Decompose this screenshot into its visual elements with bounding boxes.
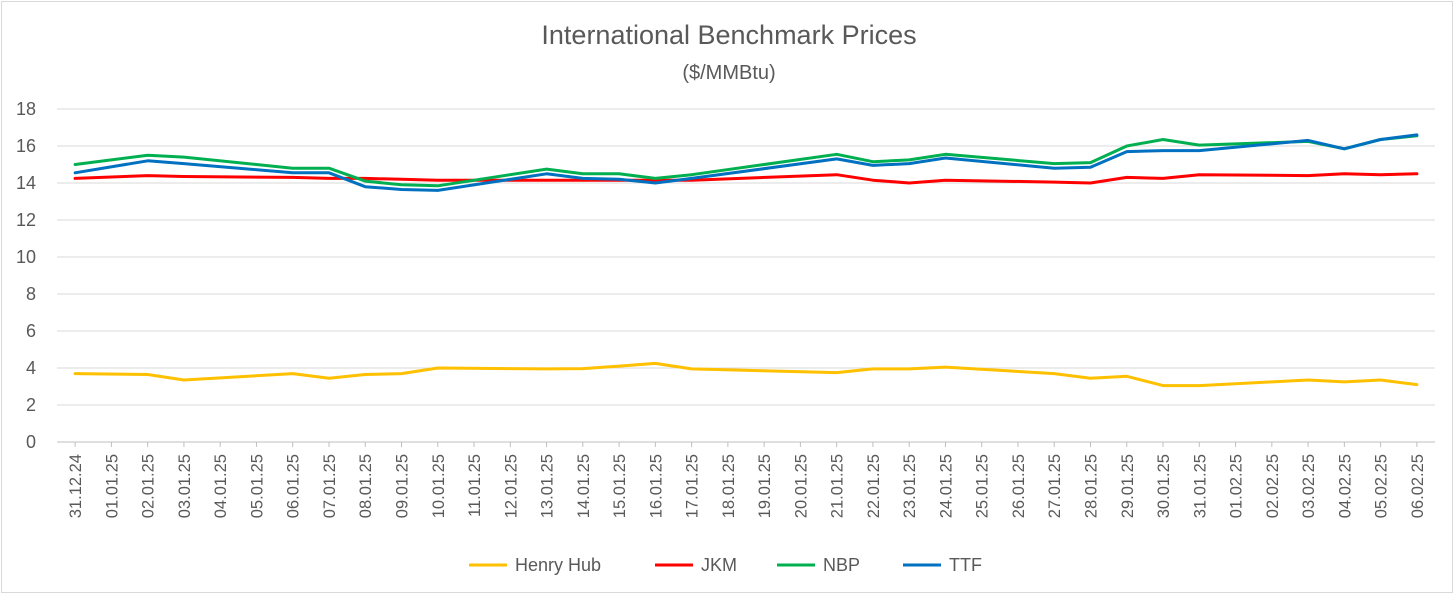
y-tick-label: 0	[26, 432, 36, 452]
chart-title: International Benchmark Prices	[541, 20, 916, 50]
series-line-ttf	[73, 133, 1419, 192]
x-tick-label: 17.01.25	[684, 454, 702, 518]
x-tick-label: 26.01.25	[1010, 454, 1028, 518]
x-tick-label: 08.01.25	[357, 454, 375, 518]
x-axis-tick-labels: 31.12.24 01.01.25 02.01.25 03.01.25 04.01.25…	[67, 454, 1427, 518]
chart-subtitle: ($/MMBtu)	[682, 62, 775, 84]
y-tick-label: 14	[16, 173, 36, 193]
legend-item-jkm: JKM	[655, 555, 737, 575]
x-tick-label: 06.02.25	[1409, 454, 1427, 518]
x-tick-label: 28.01.25	[1083, 454, 1101, 518]
x-tick-label: 29.01.25	[1119, 454, 1137, 518]
x-tick-label: 31.01.25	[1191, 454, 1209, 518]
x-tick-label: 07.01.25	[321, 454, 339, 518]
y-tick-label: 18	[16, 99, 36, 119]
series-line-henry-hub	[73, 361, 1419, 388]
y-tick-label: 8	[26, 284, 36, 304]
x-tick-label: 02.01.25	[140, 454, 158, 518]
x-tick-label: 10.01.25	[430, 454, 448, 518]
x-tick-label: 31.12.24	[67, 454, 85, 518]
x-tick-label: 30.01.25	[1155, 454, 1173, 518]
legend-item-henry-hub: Henry Hub	[469, 555, 601, 575]
grid-lines	[57, 108, 1435, 447]
x-tick-label: 21.01.25	[829, 454, 847, 518]
legend-label: NBP	[823, 555, 860, 575]
x-tick-label: 20.01.25	[792, 454, 810, 518]
legend-label: Henry Hub	[515, 555, 601, 575]
x-tick-label: 02.02.25	[1264, 454, 1282, 518]
series-line-jkm	[73, 172, 1419, 185]
x-tick-label: 23.01.25	[901, 454, 919, 518]
y-axis-tick-labels: 0 2 4 6 8 10 12 14 16 18	[16, 99, 36, 452]
y-tick-label: 12	[16, 210, 36, 230]
legend-label: JKM	[701, 555, 737, 575]
legend-item-ttf: TTF	[903, 555, 982, 575]
x-tick-label: 15.01.25	[611, 454, 629, 518]
x-tick-label: 16.01.25	[647, 454, 665, 518]
x-tick-label: 04.01.25	[212, 454, 230, 518]
x-tick-label: 01.01.25	[103, 454, 121, 518]
legend: Henry Hub JKM NBP TTF	[469, 555, 982, 575]
y-tick-label: 2	[26, 395, 36, 415]
x-tick-label: 04.02.25	[1336, 454, 1354, 518]
legend-label: TTF	[949, 555, 982, 575]
x-tick-label: 14.01.25	[575, 454, 593, 518]
x-tick-label: 19.01.25	[756, 454, 774, 518]
y-tick-label: 6	[26, 321, 36, 341]
legend-item-nbp: NBP	[777, 555, 860, 575]
x-tick-label: 06.01.25	[285, 454, 303, 518]
x-tick-label: 12.01.25	[502, 454, 520, 518]
x-tick-label: 09.01.25	[394, 454, 412, 518]
x-tick-label: 05.02.25	[1373, 454, 1391, 518]
y-tick-label: 10	[16, 247, 36, 267]
x-tick-label: 03.01.25	[176, 454, 194, 518]
x-tick-label: 24.01.25	[937, 454, 955, 518]
x-tick-label: 25.01.25	[974, 454, 992, 518]
series-line-nbp	[73, 134, 1419, 188]
series-lines	[73, 133, 1419, 388]
y-tick-label: 4	[26, 358, 36, 378]
x-tick-label: 11.01.25	[466, 454, 484, 517]
x-tick-label: 01.02.25	[1228, 454, 1246, 518]
y-tick-label: 16	[16, 136, 36, 156]
x-tick-label: 22.01.25	[865, 454, 883, 518]
x-tick-label: 27.01.25	[1046, 454, 1064, 518]
x-tick-label: 03.02.25	[1300, 454, 1318, 518]
x-tick-label: 05.01.25	[248, 454, 266, 518]
x-tick-label: 13.01.25	[539, 454, 557, 518]
x-tick-label: 18.01.25	[720, 454, 738, 518]
